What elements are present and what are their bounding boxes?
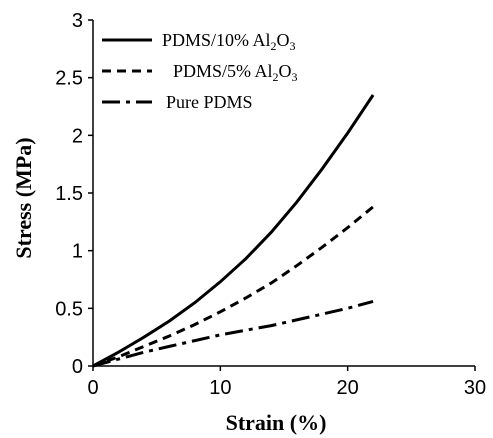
legend: PDMS/10% Al2O3 PDMS/5% Al2O3 Pure PDMS [102, 30, 298, 112]
legend-label-2: PDMS/5% Al2O3 [173, 61, 298, 84]
y-ticks: 0 0.5 1 1.5 2 2.5 3 [55, 10, 93, 378]
x-axis-title: Strain (%) [226, 410, 327, 435]
y-tick-label: 1.5 [55, 183, 83, 205]
legend-label-1: PDMS/10% Al2O3 [162, 30, 296, 53]
series-line-3 [92, 299, 374, 368]
x-tick-label: 0 [87, 377, 98, 399]
y-tick-label: 2 [72, 125, 83, 147]
series-line-2 [92, 205, 375, 368]
y-tick-label: 1 [72, 241, 83, 263]
y-tick-label: 0 [72, 356, 83, 378]
y-tick-label: 2.5 [55, 68, 83, 90]
y-tick-label: 0.5 [55, 298, 83, 320]
y-tick-label: 3 [72, 10, 83, 32]
legend-label-3: Pure PDMS [166, 92, 253, 112]
x-tick-label: 10 [209, 377, 231, 399]
y-axis-title: Stress (MPa) [11, 137, 36, 258]
x-tick-label: 20 [337, 377, 359, 399]
x-ticks: 0 10 20 30 [87, 366, 486, 399]
series-layer [92, 94, 375, 368]
x-tick-label: 30 [464, 377, 486, 399]
series-line-1 [92, 94, 375, 368]
